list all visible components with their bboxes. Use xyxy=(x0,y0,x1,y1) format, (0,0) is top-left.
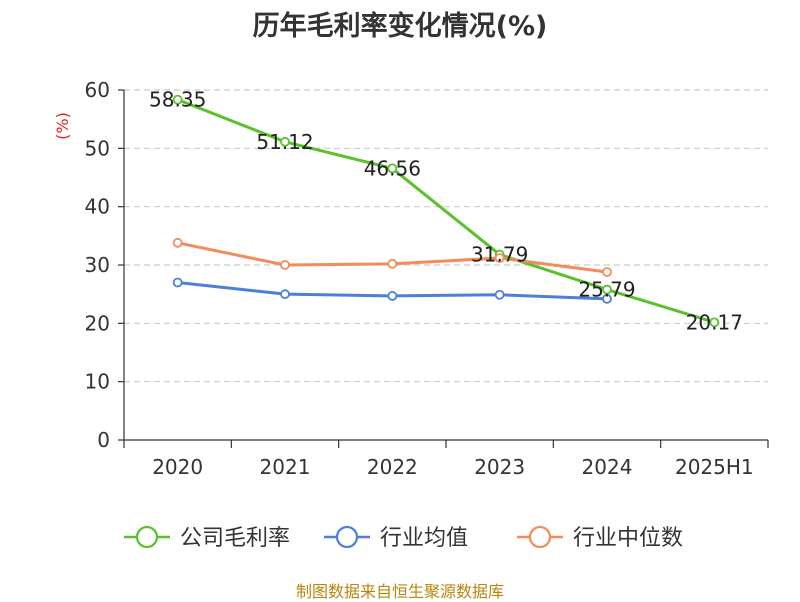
y-tick-label: 50 xyxy=(85,136,110,160)
data-label: 51.12 xyxy=(256,130,313,154)
data-point xyxy=(387,163,398,174)
data-point xyxy=(387,258,398,269)
data-point xyxy=(172,277,183,288)
y-tick-label: 40 xyxy=(85,195,110,219)
data-point xyxy=(172,237,183,248)
y-tick-label: 0 xyxy=(97,428,110,452)
data-point xyxy=(602,293,612,304)
legend-marker xyxy=(135,525,159,549)
data-label: 31.79 xyxy=(471,243,528,267)
data-point xyxy=(280,289,290,300)
data-point xyxy=(494,253,505,263)
legend-label: 行业均值 xyxy=(380,526,468,551)
legend-label: 行业中位数 xyxy=(573,526,683,551)
x-tick-label: 2021 xyxy=(260,455,311,479)
y-tick-label: 10 xyxy=(85,370,110,394)
data-label: 58.35 xyxy=(149,88,206,112)
data-point xyxy=(172,94,183,105)
y-tick-label: 30 xyxy=(85,253,110,277)
data-label: 46.56 xyxy=(364,156,421,180)
source-note: 制图数据来自恒生聚源数据库 xyxy=(295,582,504,601)
y-tick-label: 20 xyxy=(85,311,110,335)
legend-label: 公司毛利率 xyxy=(180,526,290,551)
x-tick-label: 2024 xyxy=(582,455,633,479)
data-point xyxy=(387,291,398,301)
series-lines xyxy=(172,94,720,328)
series-line xyxy=(177,98,715,324)
data-label: 25.79 xyxy=(578,278,635,302)
chart-title: 历年毛利率变化情况(%) xyxy=(252,11,548,42)
axes: 0 10 20 30 40 50 60 2020 2021 2022 2023 2024 2025H1 xyxy=(85,78,769,479)
data-point xyxy=(280,136,290,147)
grid-lines xyxy=(124,89,768,383)
data-point xyxy=(494,289,505,300)
x-tick-label: 2025H1 xyxy=(675,455,754,479)
x-tick-label: 2020 xyxy=(152,455,203,479)
data-point xyxy=(602,284,612,295)
data-point xyxy=(602,267,612,277)
legend-marker xyxy=(335,525,359,549)
legend: 公司毛利率 行业均值 行业中位数 xyxy=(124,525,683,551)
x-tick-label: 2022 xyxy=(367,455,418,479)
x-tick-label: 2023 xyxy=(474,455,525,479)
data-point xyxy=(709,317,720,328)
y-axis-label: (%) xyxy=(53,112,72,140)
data-label: 20.17 xyxy=(686,310,743,334)
data-labels: 58.35 51.12 46.56 31.79 25.79 20.17 xyxy=(149,88,743,335)
data-point xyxy=(280,260,290,270)
legend-marker xyxy=(528,525,552,549)
y-tick-label: 60 xyxy=(85,78,110,102)
